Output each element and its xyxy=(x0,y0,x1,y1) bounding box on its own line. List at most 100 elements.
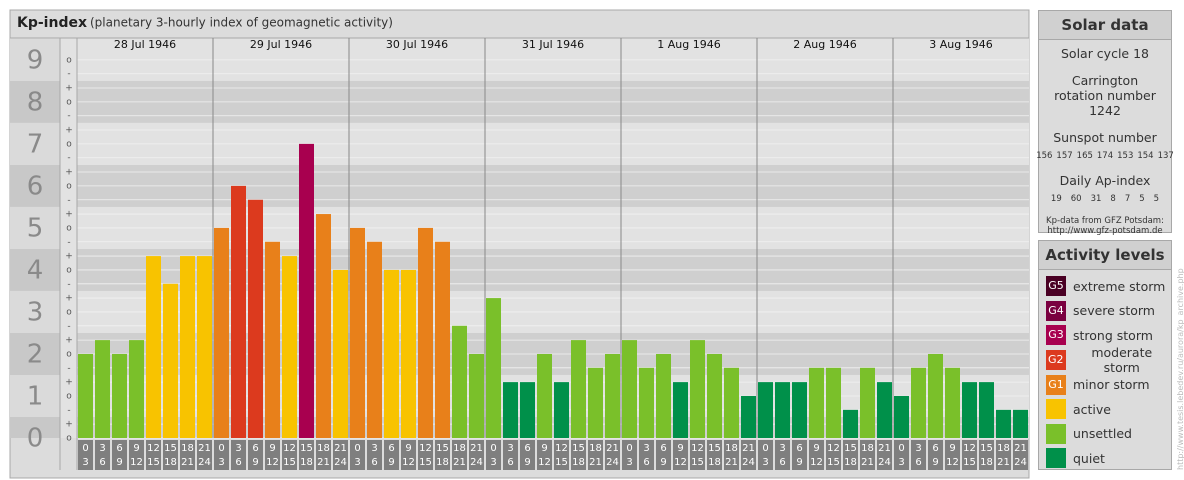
hour-end: 3 xyxy=(762,457,768,468)
hour-box xyxy=(333,440,348,470)
hour-end: 6 xyxy=(915,457,921,468)
hour-end: 3 xyxy=(354,457,360,468)
hour-box xyxy=(741,440,756,470)
hour-end: 15 xyxy=(555,457,568,468)
legend-swatch xyxy=(1046,448,1066,469)
bar xyxy=(554,382,569,438)
hour-box xyxy=(758,440,773,470)
hour-start: 15 xyxy=(300,443,313,454)
hour-start: 18 xyxy=(317,443,330,454)
hour-end: 12 xyxy=(402,457,415,468)
hour-box xyxy=(231,440,246,470)
y-minor-label: - xyxy=(67,363,70,373)
ap-value: 19 xyxy=(1050,194,1062,204)
hour-end: 9 xyxy=(796,457,802,468)
source-url: http://www.gfz-potsdam.de xyxy=(1047,226,1163,236)
hour-end: 18 xyxy=(436,457,449,468)
hour-end: 3 xyxy=(626,457,632,468)
hour-box xyxy=(299,440,314,470)
hour-end: 6 xyxy=(643,457,649,468)
bar xyxy=(724,367,739,438)
band xyxy=(10,248,60,291)
hour-box xyxy=(214,440,229,470)
hour-end: 21 xyxy=(589,457,602,468)
hour-box xyxy=(792,440,807,470)
hour-start: 3 xyxy=(915,443,921,454)
y-tick-label: 1 xyxy=(27,381,44,411)
legend-item: G1 minor storm xyxy=(1039,372,1171,397)
ap-value: 31 xyxy=(1090,194,1102,204)
bar xyxy=(639,367,654,438)
bar xyxy=(571,340,586,438)
bar xyxy=(894,395,909,438)
hour-end: 9 xyxy=(388,457,394,468)
hour-box xyxy=(95,440,110,470)
y-minor-label: o xyxy=(66,434,72,444)
hour-start: 6 xyxy=(252,443,258,454)
y-minor-label: o xyxy=(66,349,72,359)
hour-end: 15 xyxy=(827,457,840,468)
panel-title: Solar data xyxy=(1039,11,1171,40)
hour-start: 0 xyxy=(762,443,768,454)
hour-box xyxy=(316,440,331,470)
hour-start: 6 xyxy=(660,443,666,454)
ap-value: 8 xyxy=(1110,194,1116,204)
y-minor-label: - xyxy=(67,405,70,415)
hour-start: 6 xyxy=(524,443,530,454)
bar xyxy=(741,395,756,438)
hour-end: 12 xyxy=(674,457,687,468)
legend-code: G3 xyxy=(1048,328,1064,342)
hour-box xyxy=(486,440,501,470)
hour-start: 18 xyxy=(997,443,1010,454)
bar xyxy=(95,340,110,438)
y-tick-label: 3 xyxy=(27,297,44,327)
hour-start: 21 xyxy=(606,443,619,454)
hour-start: 18 xyxy=(725,443,738,454)
bar xyxy=(384,269,399,438)
legend-label: unsettled xyxy=(1073,426,1132,442)
legend-code: G4 xyxy=(1048,303,1064,317)
y-tick-label: 5 xyxy=(27,213,44,243)
hour-start: 15 xyxy=(572,443,585,454)
hour-start: 21 xyxy=(1014,443,1027,454)
legend-swatch: G2 xyxy=(1046,350,1066,371)
hour-start: 21 xyxy=(198,443,211,454)
hour-start: 9 xyxy=(813,443,819,454)
ap-value: 7 xyxy=(1124,194,1131,204)
sunspot-value: 157 xyxy=(1056,151,1073,161)
y-minor-label: - xyxy=(67,237,70,247)
hour-box xyxy=(775,440,790,470)
hour-box xyxy=(894,440,909,470)
hour-start: 18 xyxy=(181,443,194,454)
y-tick-label: 9 xyxy=(27,45,44,75)
hour-start: 0 xyxy=(82,443,88,454)
legend-item: G5 extreme storm xyxy=(1039,274,1171,299)
legend-swatch xyxy=(1046,423,1066,444)
hour-start: 0 xyxy=(490,443,496,454)
y-minor-label: o xyxy=(66,265,72,275)
hour-end: 24 xyxy=(334,457,347,468)
hour-end: 15 xyxy=(283,457,296,468)
sunspot-value: 153 xyxy=(1117,151,1134,161)
hour-box xyxy=(707,440,722,470)
hour-end: 12 xyxy=(810,457,823,468)
bar xyxy=(486,298,501,438)
legend-code: G2 xyxy=(1047,353,1064,367)
bar xyxy=(503,382,518,438)
hour-end: 24 xyxy=(606,457,619,468)
bar xyxy=(520,382,535,438)
day-label: 28 Jul 1946 xyxy=(114,38,176,51)
legend-code: G5 xyxy=(1048,279,1064,293)
hour-start: 0 xyxy=(626,443,632,454)
hour-box xyxy=(724,440,739,470)
y-minor-label: o xyxy=(66,181,72,191)
hour-end: 12 xyxy=(130,457,143,468)
hour-end: 12 xyxy=(946,457,959,468)
chart-subtitle: (planetary 3-hourly index of geomagnetic… xyxy=(90,16,393,30)
bar xyxy=(282,256,297,438)
hour-start: 9 xyxy=(677,443,683,454)
bar xyxy=(163,283,178,438)
bar xyxy=(945,367,960,438)
bar xyxy=(401,269,416,438)
